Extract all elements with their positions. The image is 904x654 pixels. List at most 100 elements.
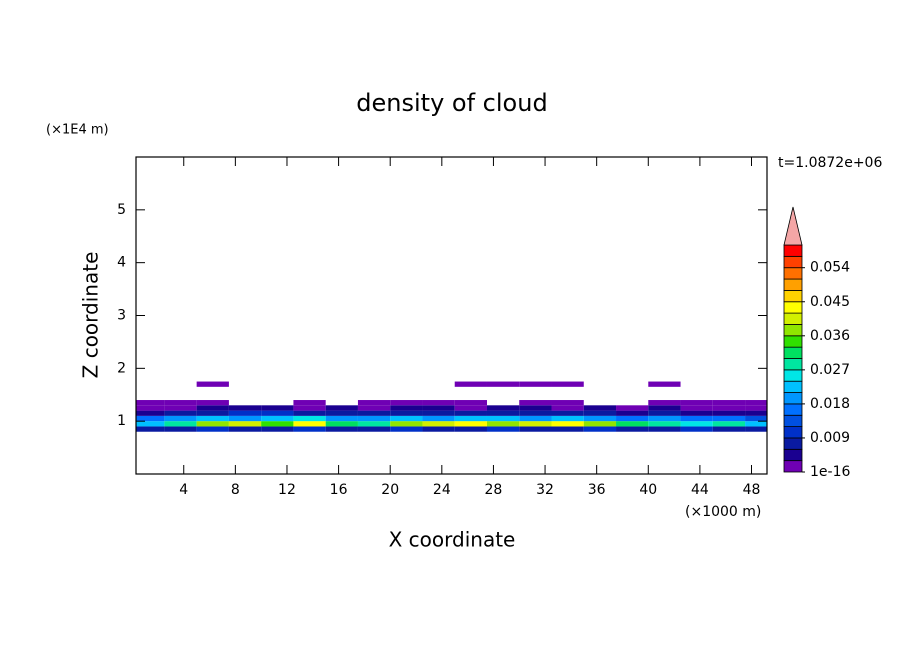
contour-cell [196, 400, 229, 406]
contour-cell [228, 426, 262, 432]
contour-cell [551, 405, 584, 411]
contour-cell [136, 415, 165, 422]
contour-cell [325, 415, 358, 422]
colorbar-tick-label: 0.018 [810, 396, 850, 412]
colorbar-band [783, 335, 803, 348]
colorbar-band [783, 267, 803, 280]
x-tick-label: 16 [330, 482, 348, 498]
y-axis-title: Z coordinate [79, 252, 103, 379]
colorbar-tick-label: 0.054 [810, 260, 850, 276]
contour-cell [357, 415, 391, 422]
x-tick-label: 36 [588, 482, 606, 498]
contour-cell [325, 410, 358, 416]
contour-cell [196, 410, 229, 416]
colorbar-tick-label: 1e-16 [810, 464, 850, 480]
contour-cell [357, 421, 391, 427]
x-tick-label: 20 [381, 482, 399, 498]
contour-cell [712, 415, 746, 422]
contour-cell [136, 405, 165, 411]
contour-cell [196, 415, 229, 422]
y-tick-label: 5 [117, 202, 126, 218]
contour-cell [454, 426, 487, 432]
colorbar-band [783, 312, 803, 325]
contour-cell [422, 405, 455, 411]
contour-cell [357, 400, 391, 406]
contour-cell [551, 400, 584, 406]
contour-cell [712, 405, 746, 411]
contour-cell [325, 405, 358, 411]
contour-cell [551, 410, 584, 416]
y-tick-label: 3 [117, 308, 126, 324]
x-tick-label: 24 [433, 482, 451, 498]
contour-cell [136, 410, 165, 416]
colorbar-band [783, 437, 803, 450]
contour-cell [648, 415, 681, 422]
contour-cell [648, 400, 681, 406]
contour-cell [680, 400, 713, 406]
contour-cell [136, 400, 165, 406]
contour-cell [390, 400, 423, 406]
colorbar-band [783, 278, 803, 291]
colorbar-band [783, 403, 803, 416]
contour-cell [357, 410, 391, 416]
contour-cell [293, 410, 326, 416]
contour-cell [486, 405, 520, 411]
contour-cell [519, 426, 552, 432]
contour-cell [390, 410, 423, 416]
contour-cell [583, 415, 617, 422]
contour-cell [136, 421, 165, 427]
contour-cell [648, 381, 681, 387]
contour-cell [196, 381, 229, 387]
colorbar-band [783, 324, 803, 337]
contour-cell [680, 426, 713, 432]
y-tick-label: 1 [117, 413, 126, 429]
contour-cell [454, 405, 487, 411]
colorbar-band [783, 346, 803, 359]
contour-cell [454, 381, 487, 387]
contour-cell [164, 400, 197, 406]
y-tick-label: 2 [117, 360, 126, 376]
contour-cell [745, 405, 767, 411]
contour-cell [454, 410, 487, 416]
contour-cell [261, 415, 294, 422]
contour-cell [422, 421, 455, 427]
contour-cell [616, 405, 649, 411]
contour-cell [486, 381, 520, 387]
contour-cell [390, 421, 423, 427]
contour-cell [454, 421, 487, 427]
contour-cell [583, 421, 617, 427]
x-tick-label: 40 [639, 482, 657, 498]
contour-cell [712, 410, 746, 416]
contour-cell [745, 426, 767, 432]
colorbar-extend [783, 206, 803, 246]
contour-cell [680, 405, 713, 411]
colorbar-tick-label: 0.036 [810, 328, 850, 344]
y-unit: (×1E4 m) [46, 123, 109, 138]
contour-cell [745, 421, 767, 427]
contour-cell [261, 426, 294, 432]
contour-cell [519, 381, 552, 387]
contour-cell [422, 410, 455, 416]
contour-cell [261, 405, 294, 411]
contour-cell [519, 421, 552, 427]
contour-cell [551, 426, 584, 432]
contour-cell [680, 415, 713, 422]
contour-cell [357, 405, 391, 411]
x-unit: (×1000 m) [685, 504, 761, 520]
contour-cell [293, 405, 326, 411]
contour-cell [422, 400, 455, 406]
contour-cell [648, 426, 681, 432]
contour-cell [583, 405, 617, 411]
colorbar-band [783, 358, 803, 371]
contour-cell [519, 405, 552, 411]
contour-cell [519, 410, 552, 416]
contour-cell [164, 405, 197, 411]
colorbar-band [783, 301, 803, 314]
contour-cell [454, 400, 487, 406]
contour-cell [616, 426, 649, 432]
contour-cell [325, 426, 358, 432]
y-tick-label: 4 [117, 255, 126, 271]
contour-cell [164, 410, 197, 416]
colorbar-band [783, 448, 803, 462]
